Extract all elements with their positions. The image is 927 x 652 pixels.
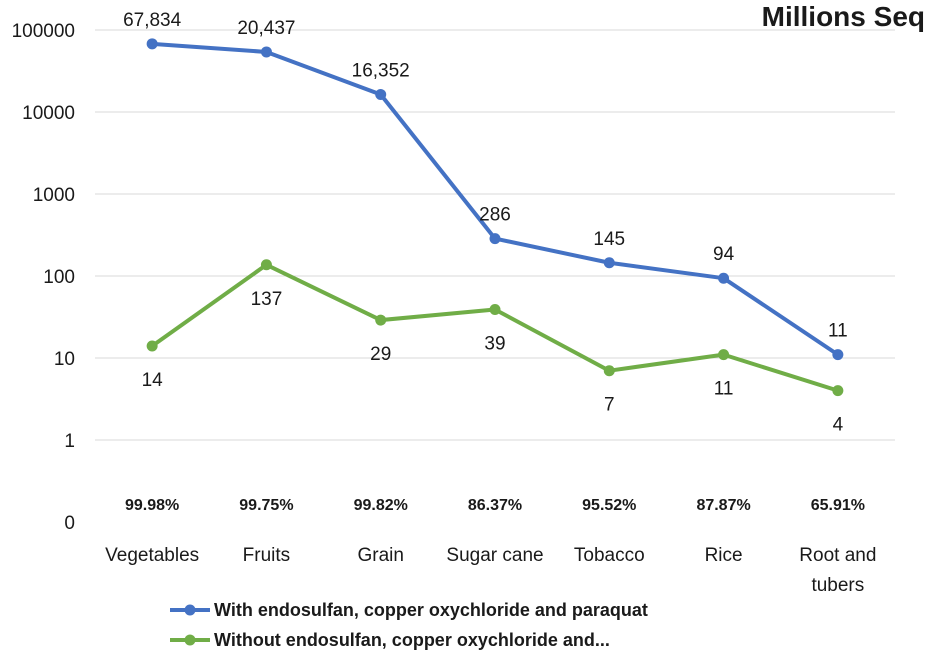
data-label: 11 — [714, 379, 734, 400]
legend-item: Without endosulfan, copper oxychloride a… — [170, 630, 610, 650]
data-point — [375, 88, 387, 100]
data-point — [603, 365, 615, 377]
data-label: 7 — [604, 395, 615, 416]
x-category-label: Fruits — [243, 545, 291, 566]
data-label: 20,437 — [237, 18, 295, 39]
series-lines: 67,834 20,437 16,352 286 145 94 11 14 137 29 39 7 11… — [123, 10, 848, 436]
data-label: 14 — [142, 370, 164, 391]
x-category-label: Rice — [705, 545, 743, 566]
data-point — [718, 349, 730, 361]
chart-title: Millions Seq — [762, 1, 925, 32]
series-2: 14 137 29 39 7 11 4 — [142, 259, 844, 436]
legend-swatch-marker — [184, 604, 196, 616]
data-label: 11 — [828, 321, 848, 342]
data-label: 29 — [370, 344, 391, 365]
y-tick-label: 100 — [43, 267, 75, 288]
data-point — [832, 385, 844, 397]
data-label: 4 — [833, 415, 844, 436]
y-tick-label: 10000 — [22, 103, 75, 124]
data-label: 39 — [484, 334, 505, 355]
x-category-label: Vegetables — [105, 545, 199, 566]
data-point — [375, 314, 387, 326]
legend-label: Without endosulfan, copper oxychloride a… — [214, 630, 610, 650]
percent-label: 86.37% — [468, 497, 522, 514]
data-point — [718, 272, 730, 284]
percent-label: 99.98% — [125, 497, 179, 514]
y-tick-label: 100000 — [12, 21, 75, 42]
x-category-label: Grain — [357, 545, 403, 566]
percent-label: 65.91% — [811, 497, 865, 514]
data-label: 94 — [713, 244, 735, 265]
data-label: 16,352 — [352, 60, 410, 81]
y-tick-label: 1 — [64, 431, 75, 452]
series-1: 67,834 20,437 16,352 286 145 94 11 — [123, 10, 848, 361]
y-tick-label: 0 — [64, 513, 75, 534]
data-point — [489, 304, 501, 316]
x-axis-categories: Vegetables Fruits Grain Sugar cane Tobacco Ri… — [105, 545, 876, 596]
data-label: 286 — [479, 205, 511, 226]
legend-label: With endosulfan, copper oxychloride and … — [214, 600, 648, 620]
data-label: 67,834 — [123, 10, 182, 31]
legend: With endosulfan, copper oxychloride and … — [170, 600, 648, 650]
legend-item: With endosulfan, copper oxychloride and … — [170, 600, 648, 620]
data-label: 145 — [593, 229, 625, 250]
data-point — [603, 257, 615, 269]
legend-swatch-marker — [184, 634, 196, 646]
percent-label: 87.87% — [696, 497, 750, 514]
data-label: 137 — [251, 289, 283, 310]
gridlines — [95, 29, 895, 441]
x-category-label: Sugar cane — [446, 545, 543, 566]
percent-label: 99.75% — [239, 497, 293, 514]
data-point — [146, 38, 158, 50]
data-point — [260, 46, 272, 58]
data-point — [260, 259, 272, 271]
percent-labels: 99.98% 99.75% 99.82% 86.37% 95.52% 87.87% 65.9… — [125, 497, 865, 514]
percent-label: 95.52% — [582, 497, 636, 514]
percent-label: 99.82% — [354, 497, 408, 514]
y-tick-label: 10 — [54, 349, 75, 370]
data-point — [832, 349, 844, 361]
data-point — [146, 340, 158, 352]
data-point — [489, 233, 501, 245]
x-category-label: Tobacco — [574, 545, 645, 566]
x-category-label: tubers — [811, 575, 864, 596]
x-category-label: Root and — [799, 545, 876, 566]
y-tick-label: 1000 — [33, 185, 75, 206]
